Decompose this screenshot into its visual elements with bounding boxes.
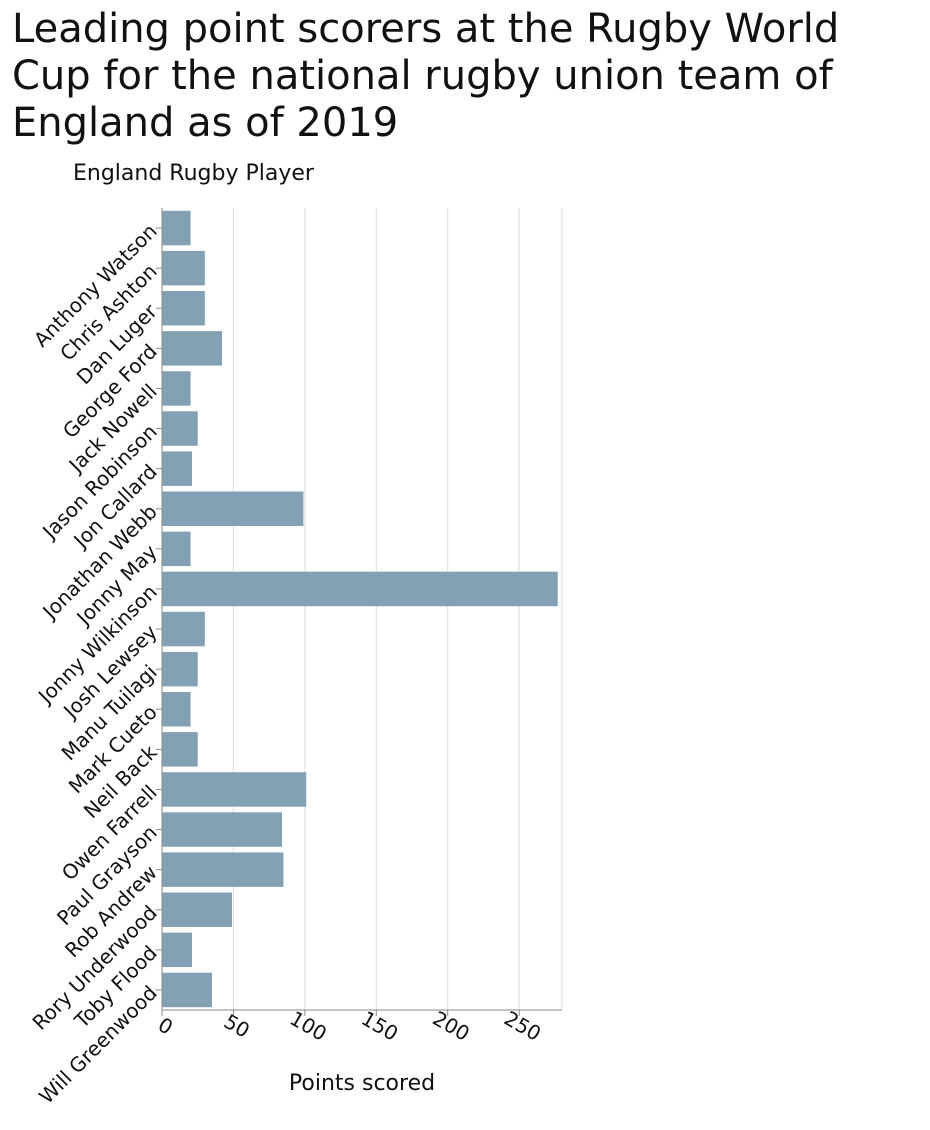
bar <box>162 772 307 807</box>
bar <box>162 892 232 927</box>
bar <box>162 651 198 687</box>
bar <box>162 732 198 767</box>
bar <box>162 571 558 607</box>
x-tick-label: 100 <box>286 1006 331 1046</box>
grid-lines <box>161 208 563 1010</box>
bar <box>162 491 304 526</box>
bar <box>162 291 205 326</box>
x-tick-label: 150 <box>357 1006 402 1046</box>
bar <box>162 812 282 847</box>
bar <box>162 531 191 567</box>
bars <box>162 210 558 1008</box>
x-tick-label: 0 <box>154 1012 177 1039</box>
bar <box>162 852 284 887</box>
chart-title: Leading point scorers at the Rugby World… <box>12 6 840 146</box>
bar <box>162 692 191 727</box>
bar <box>162 451 192 486</box>
bar <box>162 210 191 246</box>
axes <box>156 208 562 1016</box>
bar <box>162 331 222 366</box>
x-tick-labels: 0 50 100 150 200 250 <box>154 1006 545 1046</box>
y-axis-label: England Rugby Player <box>73 161 315 186</box>
bar <box>162 250 205 286</box>
x-axis-label: Points scored <box>289 1071 435 1096</box>
bar <box>162 972 212 1008</box>
x-tick-label: 250 <box>500 1006 545 1046</box>
x-tick-label: 200 <box>429 1006 474 1046</box>
bar <box>162 371 191 406</box>
x-tick-label: 50 <box>220 1009 254 1043</box>
bar <box>162 611 205 647</box>
bar <box>162 411 198 446</box>
bar <box>162 932 192 968</box>
